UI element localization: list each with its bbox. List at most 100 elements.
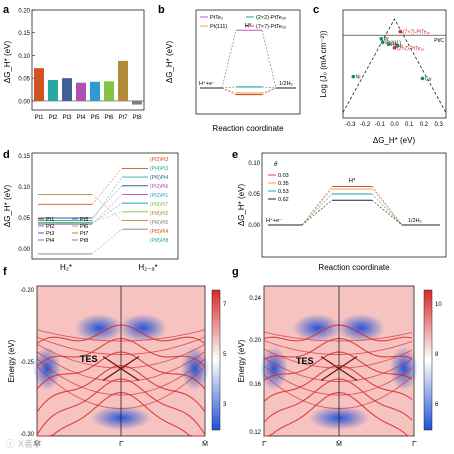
panel-label-b: b: [158, 4, 165, 16]
y-tick-label-e: 0.00: [248, 223, 260, 229]
point-label: (7×7)-PtTe₂ₓ: [403, 30, 430, 36]
x-tick-label: Γ̄: [119, 441, 124, 448]
data-point: [380, 40, 385, 45]
connector-d: [91, 194, 123, 225]
point-label: Ir: [400, 44, 403, 50]
point-label: Ni: [356, 75, 361, 81]
colorbar-tick-label: 5: [223, 352, 227, 358]
x-tick-label-c: 0.0: [390, 122, 399, 128]
right-label-d: (Pt8)Pt2: [150, 211, 169, 217]
band-pocket: [293, 314, 341, 342]
energy-levels-d: ΔG_H* (eV) H₂* H₂₋ₐ* 0.00 0.05 0.10 0.15 (Pt…: [3, 152, 179, 272]
legend-entry-d: Pt5: [80, 217, 88, 223]
data-point: [379, 37, 384, 41]
energy-diagram-e: ΔG_H* (eV) Reaction coordinate 0.00 0.05 0…: [237, 152, 447, 272]
colorbar-tick-label: 6: [435, 402, 439, 408]
y-tick-label-d: 0.15: [18, 154, 30, 160]
band-line: [264, 391, 412, 437]
band-line: [263, 365, 413, 396]
y-tick-label-d: 0.00: [18, 247, 30, 253]
bar-pt6: [104, 81, 114, 101]
y-tick-label-a: 0.20: [18, 9, 30, 15]
axis-label-c-y: Log (J₀ (mA cm⁻²)): [319, 30, 328, 97]
ptc-label: Pt/C: [434, 38, 444, 44]
y-tick-label: -0.30: [20, 432, 34, 438]
x-tick-label: M̄: [336, 440, 342, 448]
annotation-end: 1/2H₂: [279, 81, 293, 87]
connector-e: [371, 199, 403, 226]
connector: [221, 87, 237, 95]
connector: [261, 87, 277, 94]
point-label: Cu: [425, 76, 432, 82]
x-tick-label-c: 0.2: [420, 122, 429, 128]
data-point: [392, 46, 397, 50]
band-pocket: [33, 346, 61, 391]
legend-entry: (2×2)-PtTe₂ₓ: [256, 15, 286, 21]
band-pocket: [390, 346, 418, 391]
band-line: [263, 340, 413, 355]
right-label-d: (Pt4)Pt3: [150, 166, 169, 172]
legend-entry-e: 0.03: [278, 173, 289, 179]
volcano-plot-c: Log (J₀ (mA cm⁻²)) ΔG_H* (eV) Pt/C Ni PtPt…: [319, 9, 447, 145]
legend-entry-e: 0.62: [278, 197, 289, 203]
band-map-f: -0.20-0.25-0.30M̄ Γ̄ M̄753 Energy (eV) TES: [7, 285, 227, 448]
panel-label-f: f: [3, 266, 7, 278]
right-label-d: (Pt5)Pt4: [150, 229, 169, 235]
connector: [221, 30, 237, 89]
axis-label-a-y: ΔG_H* (eV): [3, 41, 12, 84]
axis-label-d-right: H₂₋ₐ*: [138, 263, 157, 272]
annotation-start-e: H⁺+e⁻: [266, 217, 282, 224]
legend-entry-d: Pt8: [80, 238, 88, 244]
point-label: Rh: [391, 42, 398, 48]
connector: [261, 87, 277, 95]
x-tick-label-a: Pt6: [104, 115, 114, 121]
x-tick-label: M̄: [202, 440, 208, 448]
legend-entry-d: Pt6: [80, 224, 88, 230]
x-tick-label-a: Pt3: [62, 115, 72, 121]
volcano-line: [342, 18, 447, 113]
legend-entry: (7×7)-PtTe₂ₓ: [256, 24, 286, 30]
legend-entry-d: Pt1: [46, 217, 54, 223]
legend-entry-e: 0.35: [278, 181, 289, 187]
colorbar-tick-label: 8: [435, 352, 439, 358]
y-tick-label-a: 0.10: [18, 54, 30, 60]
data-point: [420, 76, 425, 81]
connector: [221, 87, 237, 94]
x-tick-label: Γ̄: [262, 441, 267, 448]
right-label-d: (Pt6)Pt5: [150, 220, 169, 226]
band-pocket: [181, 346, 209, 391]
panel-label-c: c: [313, 4, 319, 16]
band-line: [263, 337, 413, 360]
right-label-d: (Pt5)Pt4: [150, 175, 169, 181]
bar-pt5: [90, 81, 100, 101]
legend-entry-d: Pt3: [46, 231, 54, 237]
colorbar-tick-label: 10: [435, 302, 442, 308]
connector-d: [91, 228, 123, 255]
x-tick-label-c: -0.2: [360, 122, 371, 128]
band-pocket: [119, 314, 167, 342]
annotation-tes-f: TES: [80, 354, 98, 364]
y-tick-label: -0.25: [20, 360, 34, 366]
band-line: [263, 374, 413, 409]
y-tick-label: -0.20: [20, 288, 34, 294]
x-tick-label-a: Pt1: [34, 115, 44, 121]
x-tick-label-a: Pt4: [76, 115, 86, 121]
y-tick-label: 0.12: [249, 430, 261, 436]
right-label-d: (Pt8)Pt8: [150, 238, 169, 244]
connector-d: [91, 168, 123, 205]
y-tick-label-e: 0.10: [248, 161, 260, 167]
legend-entry: Pt(111): [210, 24, 227, 30]
connector-e: [371, 186, 403, 226]
annotation-tes-g: TES: [296, 356, 314, 366]
axis-label-d-left: H₂*: [60, 263, 72, 272]
band-line: [263, 378, 413, 423]
point-label: Pt: [384, 37, 389, 43]
colorbar-tick-label: 7: [223, 302, 227, 308]
bar-pt2: [48, 80, 58, 101]
band-line: [263, 324, 413, 342]
y-tick-label-a: 0.00: [18, 99, 30, 105]
connector-d: [91, 202, 123, 224]
legend-entry: PtTe₂: [210, 15, 223, 21]
y-tick-label-a: 0.15: [18, 31, 30, 37]
panel-label-a: a: [3, 4, 10, 16]
